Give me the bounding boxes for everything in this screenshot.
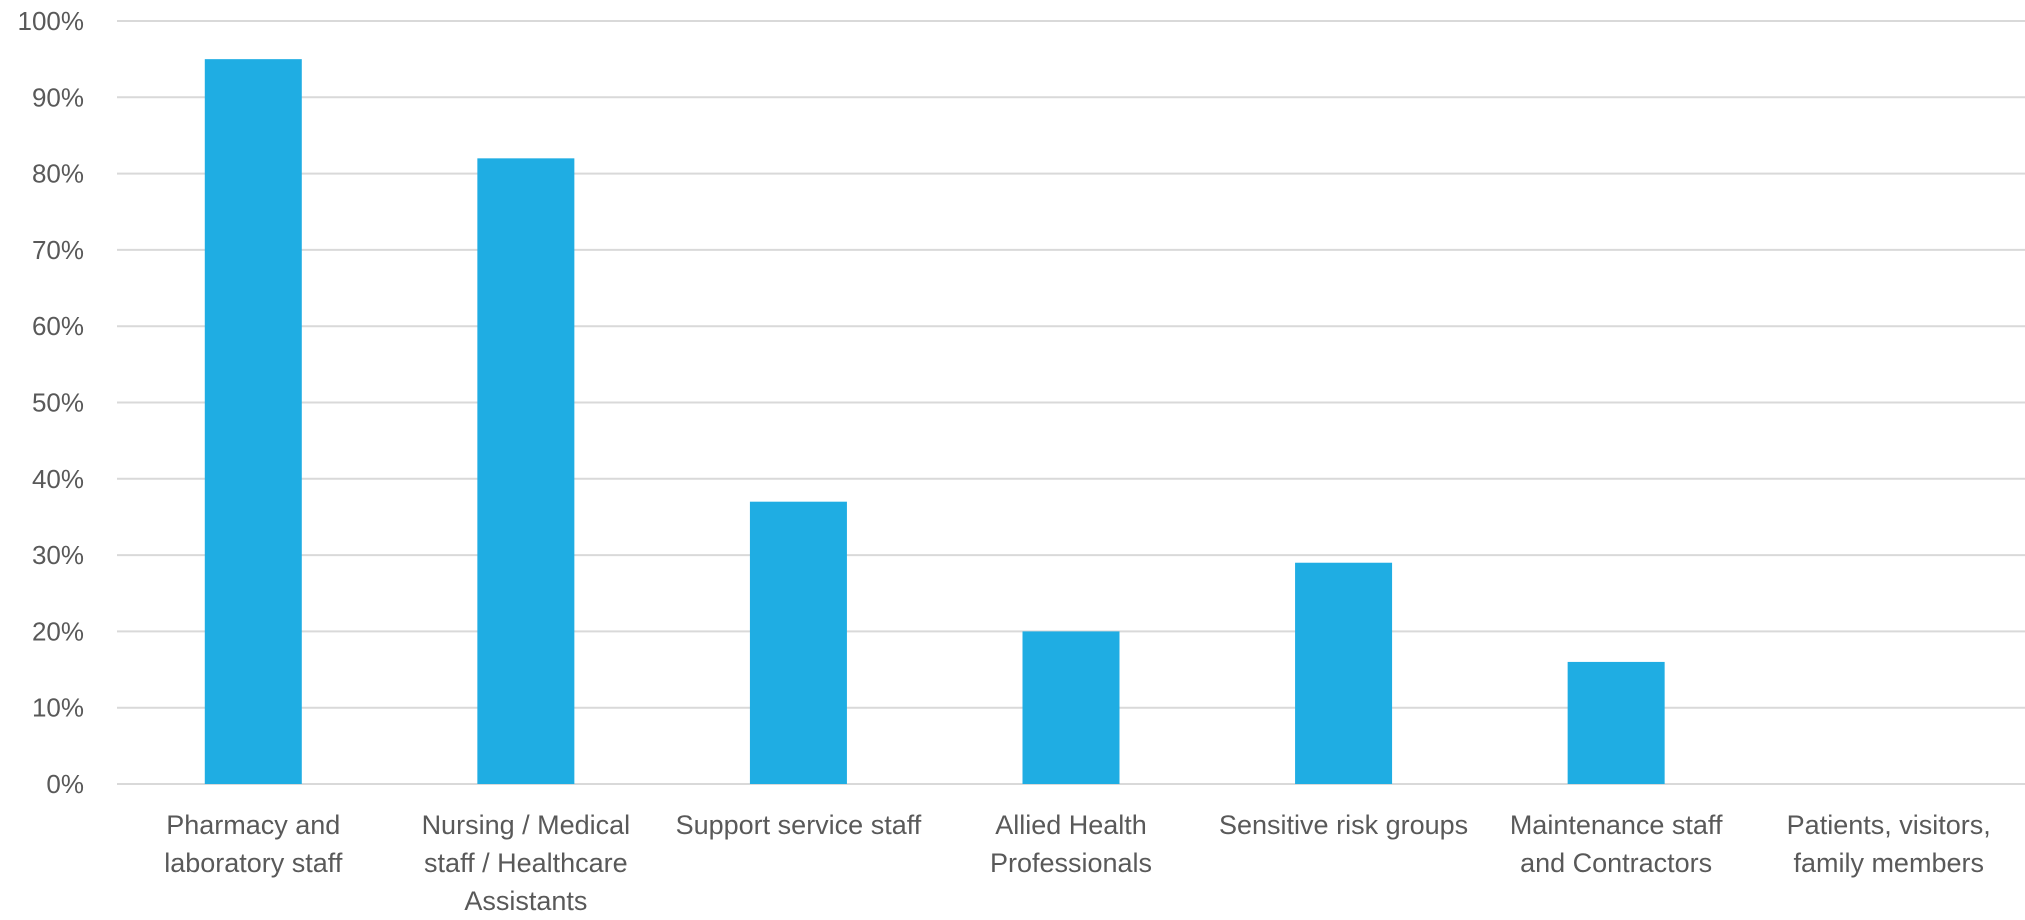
y-tick-label: 50%: [32, 388, 84, 418]
y-axis-tick-labels: 0% 10% 20% 30% 40% 50% 60% 70% 80% 90% 100%: [18, 6, 85, 799]
x-category-label-line: and Contractors: [1520, 848, 1712, 878]
bar: [1022, 631, 1120, 784]
bar: [1567, 661, 1665, 784]
x-category-label: Sensitive risk groups: [1219, 810, 1468, 840]
bar: [749, 501, 847, 784]
bar: [1295, 562, 1393, 784]
x-category-label-line: Assistants: [464, 886, 587, 915]
x-category-label-line: laboratory staff: [164, 848, 343, 878]
y-tick-label: 60%: [32, 311, 84, 341]
x-category-label-line: Pharmacy and: [166, 810, 340, 840]
y-tick-label: 20%: [32, 616, 84, 646]
x-category-label-line: Patients, visitors,: [1787, 810, 1991, 840]
bar: [477, 158, 575, 785]
y-tick-label: 10%: [32, 693, 84, 723]
y-tick-label: 0%: [46, 769, 84, 799]
x-category-label-line: family members: [1793, 848, 1984, 878]
x-category-label: Maintenance staff and Contractors: [1510, 810, 1723, 878]
y-tick-label: 30%: [32, 540, 84, 570]
x-category-label-line: Professionals: [990, 848, 1152, 878]
bars: [204, 59, 1665, 785]
x-category-label-line: Support service staff: [676, 810, 922, 840]
x-axis-category-labels: Pharmacy and laboratory staff Nursing / Me…: [164, 810, 1991, 916]
x-category-label: Nursing / Medical staff / Healthcare Assis…: [422, 810, 631, 915]
x-category-label: Patients, visitors, family members: [1787, 810, 1991, 878]
y-tick-label: 100%: [18, 6, 85, 36]
y-tick-label: 80%: [32, 159, 84, 189]
x-category-label: Pharmacy and laboratory staff: [164, 810, 343, 878]
y-tick-label: 70%: [32, 235, 84, 265]
x-category-label-line: Allied Health: [995, 810, 1147, 840]
y-tick-label: 40%: [32, 464, 84, 494]
x-category-label: Allied Health Professionals: [990, 810, 1152, 878]
x-category-label-line: Nursing / Medical: [422, 810, 631, 840]
x-category-label: Support service staff: [676, 810, 922, 840]
x-category-label-line: staff / Healthcare: [424, 848, 628, 878]
y-tick-label: 90%: [32, 82, 84, 112]
x-category-label-line: Maintenance staff: [1510, 810, 1723, 840]
gridlines: [117, 20, 2025, 785]
x-category-label-line: Sensitive risk groups: [1219, 810, 1468, 840]
bar: [204, 59, 302, 784]
